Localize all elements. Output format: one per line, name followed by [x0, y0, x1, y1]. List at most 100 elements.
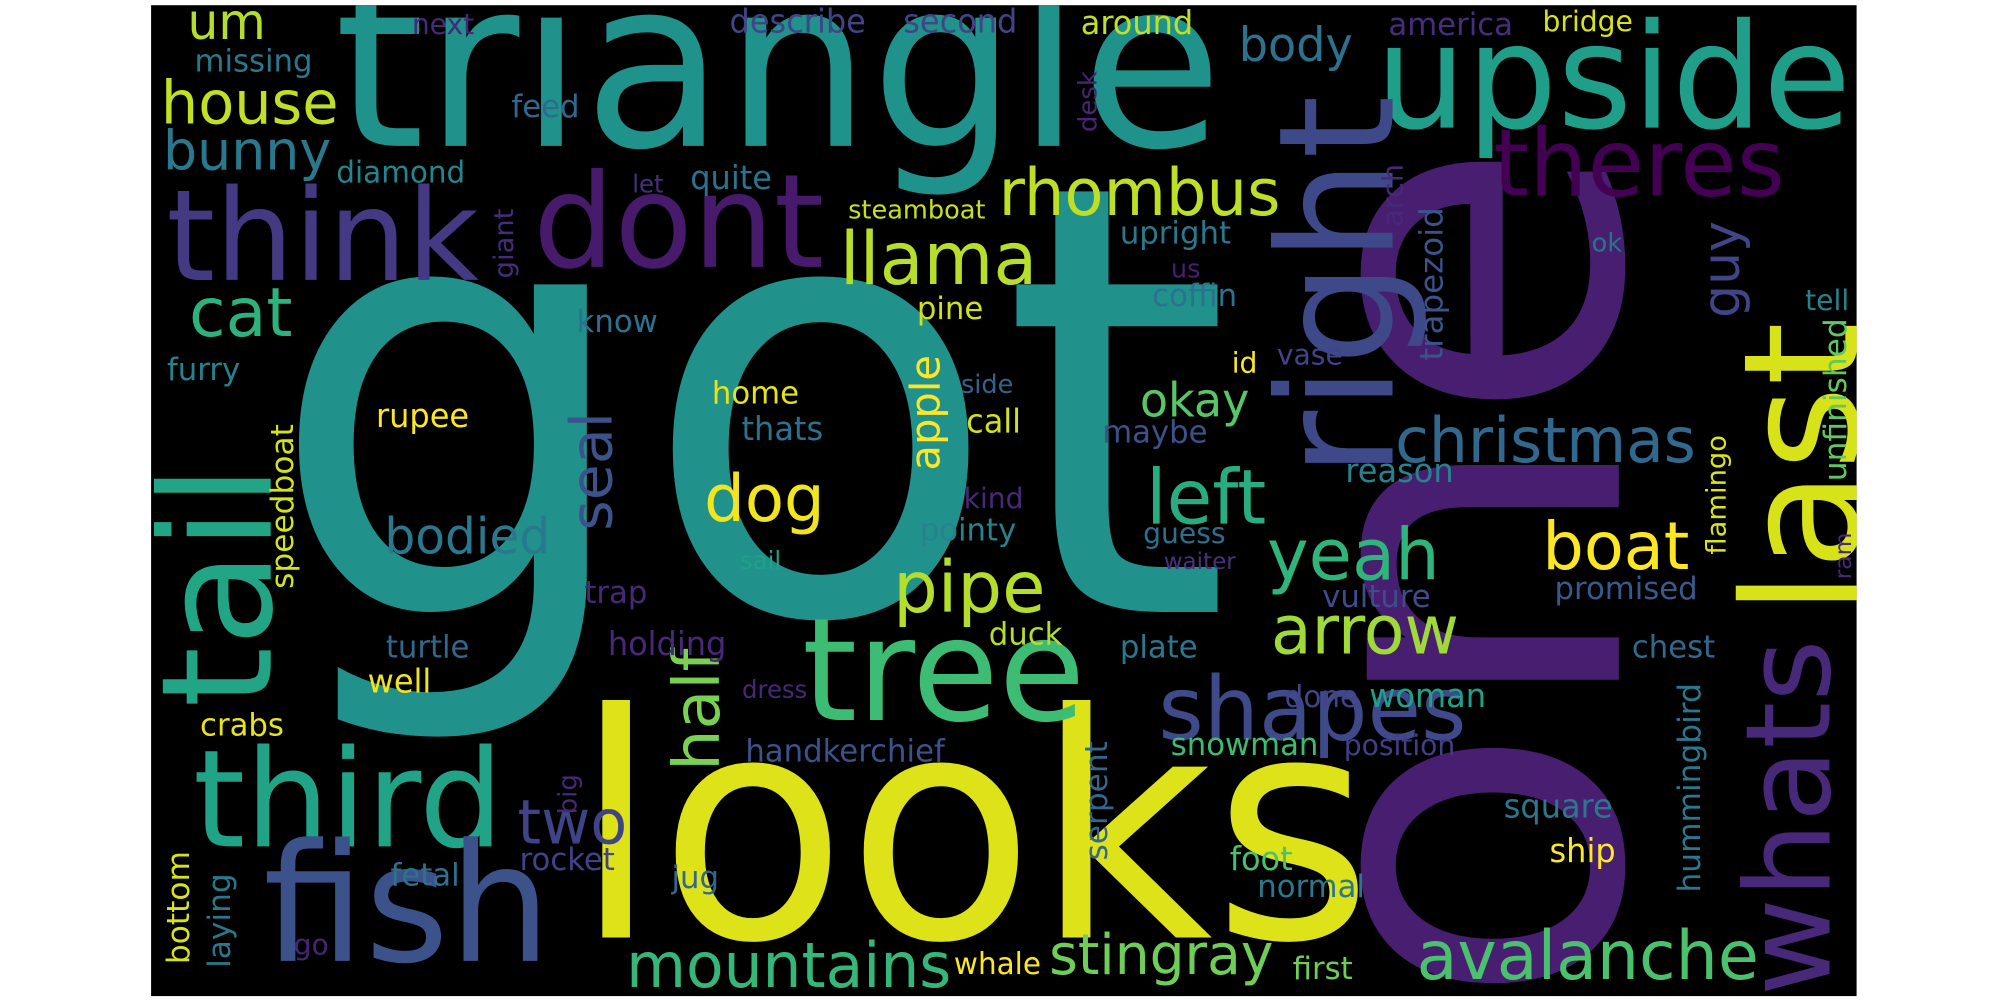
word: rocket: [520, 842, 615, 878]
word: next: [412, 8, 474, 41]
word: turtle: [386, 629, 470, 665]
word: third: [193, 720, 504, 878]
word: fish: [263, 810, 551, 1000]
word: ram: [1830, 533, 1857, 580]
word: done: [1285, 680, 1358, 715]
word: arch: [1377, 164, 1410, 227]
word: left: [1146, 453, 1266, 542]
word: jug: [671, 860, 720, 896]
word: hummingbird: [1672, 683, 1708, 892]
word: unfinished: [1818, 318, 1854, 481]
word: desk: [1073, 71, 1103, 132]
word: rupee: [376, 397, 469, 435]
word: avalanche: [1417, 917, 1759, 996]
word: pointy: [920, 512, 1017, 548]
word: reason: [1345, 452, 1453, 490]
word: bottom: [161, 851, 197, 964]
word: let: [632, 170, 664, 199]
word: waiter: [1164, 548, 1236, 575]
word: trapezoid: [1413, 207, 1451, 360]
word: woman: [1369, 677, 1486, 715]
word: around: [1081, 4, 1193, 42]
word: position: [1344, 729, 1456, 762]
word: call: [966, 402, 1021, 440]
word: duck: [989, 616, 1063, 652]
word: ok: [1592, 228, 1623, 258]
word: snowman: [1171, 727, 1319, 763]
word: yeah: [1267, 513, 1440, 597]
word: america: [1388, 7, 1513, 43]
word: tail: [128, 464, 307, 708]
word: one: [1191, 137, 1727, 1000]
word: home: [712, 375, 799, 411]
word: whale: [954, 947, 1041, 982]
word: furry: [167, 352, 240, 388]
cloud-background: [151, 5, 1857, 997]
word: kind: [964, 482, 1024, 515]
word: okay: [1140, 373, 1250, 427]
word: big: [554, 774, 584, 814]
word: go: [294, 928, 329, 961]
word: arrow: [1271, 591, 1459, 670]
word: trap: [584, 575, 647, 611]
word: seal: [558, 412, 625, 531]
word: llama: [840, 217, 1038, 302]
word: christmas: [1395, 404, 1696, 478]
word: well: [368, 662, 432, 700]
word: crabs: [200, 707, 284, 743]
word: thats: [742, 410, 824, 448]
word: ship: [1550, 832, 1616, 870]
word: whats: [1722, 639, 1859, 996]
word: two: [518, 788, 628, 859]
word: sail: [740, 546, 781, 575]
word: laying: [202, 873, 238, 968]
word: apple: [902, 355, 950, 471]
word: last: [1710, 322, 1896, 616]
word: normal: [1257, 869, 1365, 905]
word: shapes: [1158, 658, 1466, 761]
word: upright: [1120, 215, 1231, 251]
word: id: [1232, 346, 1258, 379]
word: coffin: [1152, 278, 1237, 314]
word: first: [1293, 951, 1353, 987]
word: stingray: [1049, 923, 1273, 989]
word: upside: [1375, 0, 1851, 163]
word: vulture: [1322, 579, 1431, 615]
word: dog: [704, 461, 824, 537]
word: bodied: [384, 507, 550, 565]
word: looks: [573, 648, 1372, 1000]
word: second: [903, 2, 1017, 40]
word: pine: [917, 291, 983, 327]
word: side: [961, 370, 1013, 400]
word: us: [1171, 254, 1201, 284]
word: know: [577, 304, 658, 340]
word: think: [166, 163, 479, 310]
word: foot: [1230, 840, 1293, 878]
word: steamboat: [848, 196, 985, 226]
word: mountains: [626, 928, 951, 1000]
word: bunny: [163, 119, 331, 183]
word: plate: [1120, 629, 1198, 665]
word: rhombus: [999, 155, 1281, 231]
word: dress: [742, 675, 807, 704]
word: missing: [195, 43, 313, 79]
word: speedboat: [265, 424, 301, 589]
word: handkerchief: [745, 733, 946, 769]
word: quite: [690, 159, 772, 197]
word: maybe: [1102, 414, 1207, 450]
word: chest: [1632, 629, 1715, 665]
word: dont: [533, 147, 824, 298]
word: guy: [1692, 221, 1751, 318]
word: guess: [1143, 517, 1225, 550]
word: promised: [1555, 571, 1698, 607]
word: diamond: [336, 155, 465, 190]
word: vase: [1277, 338, 1343, 371]
word: flamingo: [1702, 435, 1733, 555]
word: describe: [730, 2, 866, 40]
word: boat: [1542, 508, 1689, 586]
word: tell: [1805, 284, 1849, 317]
word: half: [661, 647, 735, 770]
